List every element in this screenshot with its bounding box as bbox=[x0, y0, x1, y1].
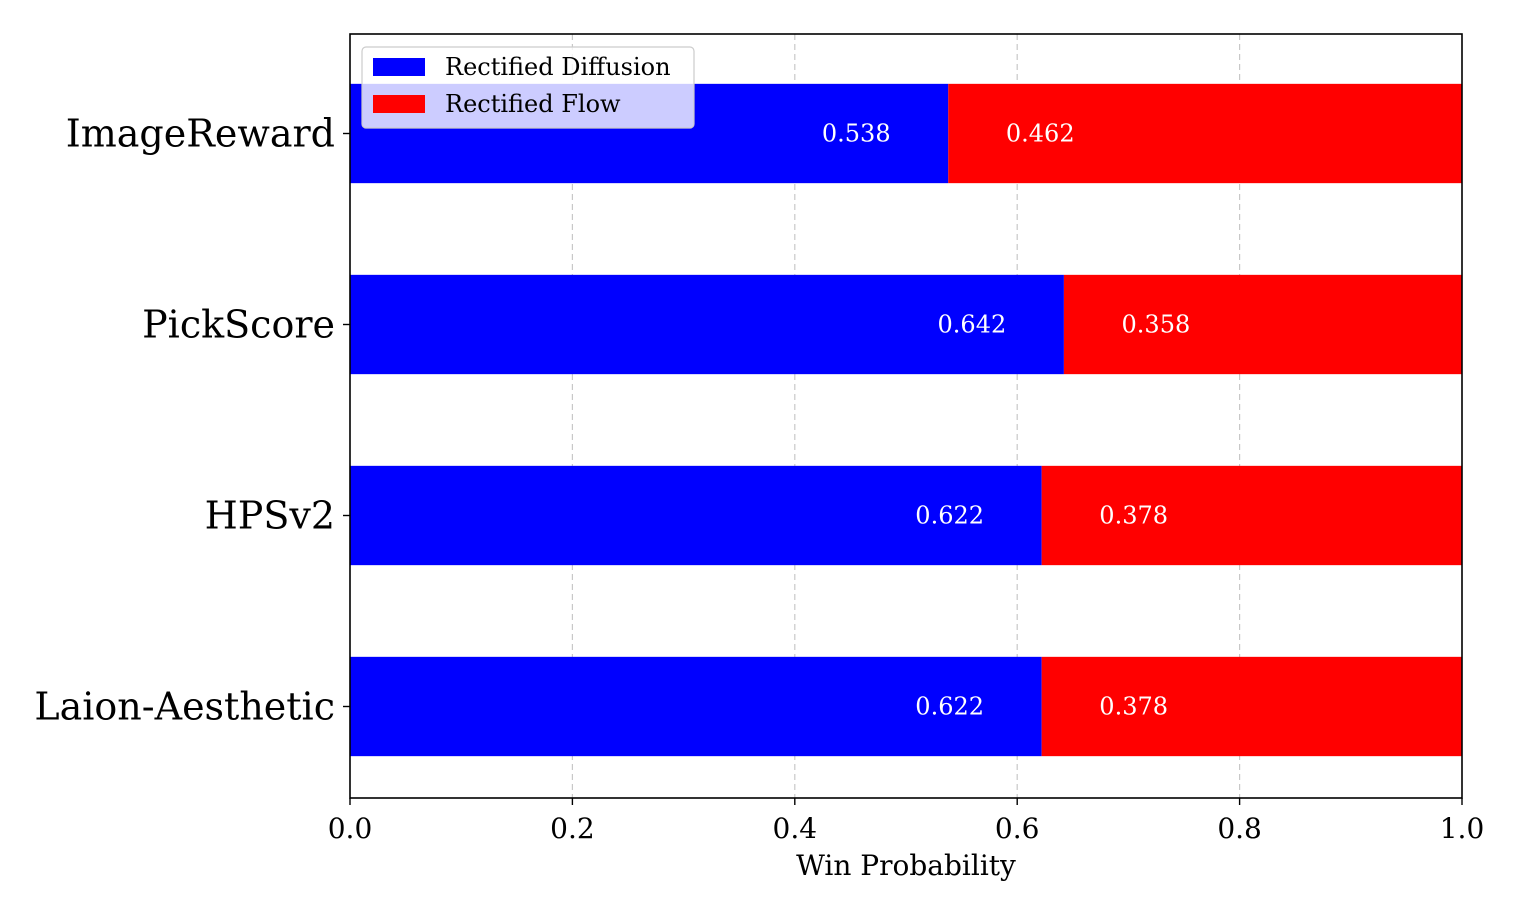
category-label: Laion-Aesthetic bbox=[34, 685, 335, 729]
bars: 0.538 0.462 0.642 0.358 0.622 0.378 0.622 0.378 bbox=[350, 83, 1462, 757]
category-label: PickScore bbox=[142, 303, 335, 347]
legend[interactable]: Rectified Diffusion Rectified Flow bbox=[361, 46, 695, 129]
bar-rectified-flow bbox=[948, 83, 1462, 184]
bar-value-label: 0.462 bbox=[1006, 120, 1075, 148]
x-tick-label: 0.4 bbox=[773, 812, 818, 845]
x-tick-label: 0.0 bbox=[328, 812, 373, 845]
bar-value-label: 0.378 bbox=[1099, 502, 1168, 530]
x-axis-title: Win Probability bbox=[796, 849, 1016, 882]
bar-value-label: 0.378 bbox=[1099, 693, 1168, 721]
bar-value-label: 0.538 bbox=[822, 120, 891, 148]
legend-swatch bbox=[373, 58, 425, 76]
x-tick-label: 1.0 bbox=[1440, 812, 1485, 845]
bar-value-label: 0.622 bbox=[915, 693, 984, 721]
category-label: HPSv2 bbox=[205, 494, 335, 538]
bar-rectified-flow bbox=[1041, 465, 1462, 566]
bar-value-label: 0.642 bbox=[938, 311, 1007, 339]
bar-value-label: 0.358 bbox=[1122, 311, 1191, 339]
bar-rectified-diffusion bbox=[350, 465, 1042, 566]
legend-box bbox=[361, 46, 695, 129]
legend-swatch bbox=[373, 95, 425, 113]
category-label: ImageReward bbox=[66, 112, 335, 156]
x-tick-label: 0.8 bbox=[1217, 812, 1262, 845]
x-axis: 0.0 0.2 0.4 0.6 0.8 1.0 bbox=[328, 798, 1485, 845]
grid-lines bbox=[571, 34, 1241, 798]
bar-rectified-flow bbox=[1041, 656, 1462, 757]
bar-rectified-diffusion bbox=[350, 656, 1042, 757]
bar-rectified-flow bbox=[1063, 274, 1462, 375]
x-tick-label: 0.6 bbox=[995, 812, 1040, 845]
bar-rectified-diffusion bbox=[350, 274, 1064, 375]
y-axis: ImageReward PickScore HPSv2 Laion-Aesthetic bbox=[34, 112, 350, 729]
legend-label: Rectified Diffusion bbox=[445, 53, 671, 81]
plot-frame bbox=[349, 33, 1463, 799]
bar-value-label: 0.622 bbox=[915, 502, 984, 530]
legend-label: Rectified Flow bbox=[445, 90, 621, 118]
x-tick-label: 0.2 bbox=[550, 812, 595, 845]
